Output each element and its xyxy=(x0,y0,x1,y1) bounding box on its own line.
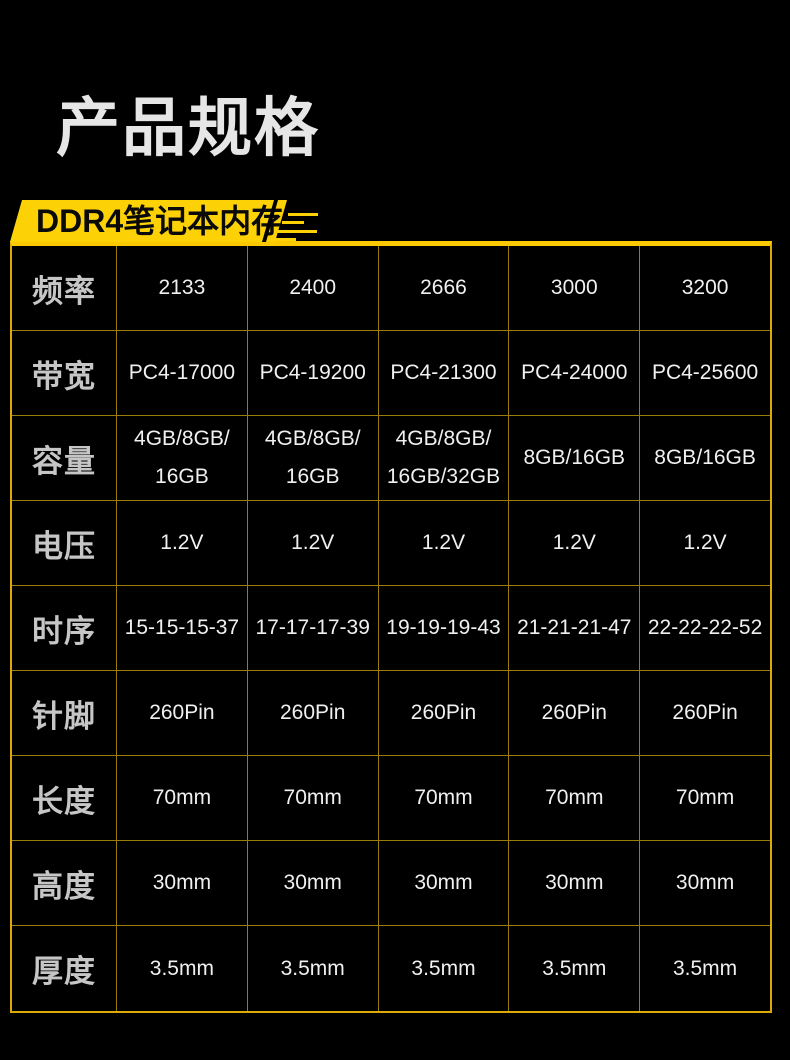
spec-cell: 15-15-15-37 xyxy=(117,586,248,670)
spec-cell: 260Pin xyxy=(672,701,738,724)
spec-cell: PC4-24000 xyxy=(509,331,641,415)
spec-cell: 260Pin xyxy=(379,671,510,755)
spec-cell: PC4-17000 xyxy=(117,331,248,415)
row-header-pins: 针脚 xyxy=(12,671,117,755)
spec-cell: 2133 xyxy=(117,246,248,330)
spec-table: 频率 2133 2400 2666 3000 3200 带宽 PC4-17000… xyxy=(10,241,772,1013)
spec-cell: 1.2V xyxy=(379,501,510,585)
spec-cell: 21-21-21-47 xyxy=(509,586,641,670)
table-row-thickness: 厚度 3.5mm 3.5mm 3.5mm 3.5mm 3.5mm xyxy=(12,926,770,1011)
spec-cell: 70mm xyxy=(509,756,641,840)
category-banner-label: DDR4笔记本内存 xyxy=(36,203,284,239)
table-row-frequency: 频率 2133 2400 2666 3000 3200 xyxy=(12,246,770,331)
spec-cell: 3.5mm xyxy=(509,926,641,1011)
table-row-timing: 时序 15-15-15-37 17-17-17-39 19-19-19-43 2… xyxy=(12,586,770,671)
spec-cell: PC4-21300 xyxy=(379,331,510,415)
row-header-frequency: 频率 xyxy=(12,246,117,330)
spec-cell: 30mm xyxy=(248,841,379,925)
spec-cell: 1.2V xyxy=(117,501,248,585)
spec-cell: 3.5mm xyxy=(248,926,379,1011)
spec-cell: 19-19-19-43 xyxy=(379,586,510,670)
speed-line-icon xyxy=(288,213,318,216)
spec-cell: 260Pin xyxy=(117,671,248,755)
row-header-length: 长度 xyxy=(12,756,117,840)
spec-cell: 1.2V xyxy=(248,501,379,585)
row-header-timing: 时序 xyxy=(12,586,117,670)
spec-cell: 3000 xyxy=(509,246,641,330)
spec-cell: 3200 xyxy=(681,276,729,299)
page-title: 产品规格 xyxy=(56,92,320,164)
spec-cell: 30mm xyxy=(117,841,248,925)
category-banner: DDR4笔记本内存 xyxy=(9,200,288,242)
spec-cell: 17-17-17-39 xyxy=(248,586,379,670)
row-header-capacity: 容量 xyxy=(12,416,117,500)
spec-cell: 4GB/8GB/ 16GB/32GB xyxy=(379,416,510,500)
row-header-thickness: 厚度 xyxy=(12,926,117,1011)
table-row-capacity: 容量 4GB/8GB/ 16GB 4GB/8GB/ 16GB 4GB/8GB/ … xyxy=(12,416,770,501)
table-row-bandwidth: 带宽 PC4-17000 PC4-19200 PC4-21300 PC4-240… xyxy=(12,331,770,416)
speed-line-icon xyxy=(277,230,317,233)
speed-line-icon xyxy=(282,221,304,224)
spec-cell: 4GB/8GB/ 16GB xyxy=(248,416,379,500)
spec-cell: 2666 xyxy=(379,246,510,330)
spec-cell: 8GB/16GB xyxy=(654,446,756,469)
spec-cell: PC4-19200 xyxy=(248,331,379,415)
spec-cell: 3.5mm xyxy=(672,956,738,980)
spec-cell: 260Pin xyxy=(248,671,379,755)
spec-cell: 70mm xyxy=(248,756,379,840)
spec-cell: 260Pin xyxy=(509,671,641,755)
spec-cell: 1.2V xyxy=(509,501,641,585)
table-row-length: 长度 70mm 70mm 70mm 70mm 70mm xyxy=(12,756,770,841)
spec-cell: PC4-25600 xyxy=(651,361,759,384)
row-header-voltage: 电压 xyxy=(12,501,117,585)
row-header-height: 高度 xyxy=(12,841,117,925)
spec-cell: 2400 xyxy=(248,246,379,330)
spec-cell: 30mm xyxy=(675,871,735,894)
row-header-bandwidth: 带宽 xyxy=(12,331,117,415)
spec-cell: 22-22-22-52 xyxy=(647,616,763,639)
spec-cell: 30mm xyxy=(509,841,641,925)
spec-cell: 70mm xyxy=(379,756,510,840)
spec-cell: 70mm xyxy=(675,786,735,809)
spec-cell: 8GB/16GB xyxy=(509,416,641,500)
table-row-voltage: 电压 1.2V 1.2V 1.2V 1.2V 1.2V xyxy=(12,501,770,586)
table-row-pins: 针脚 260Pin 260Pin 260Pin 260Pin 260Pin xyxy=(12,671,770,756)
table-row-height: 高度 30mm 30mm 30mm 30mm 30mm xyxy=(12,841,770,926)
spec-cell: 3.5mm xyxy=(379,926,510,1011)
spec-cell: 1.2V xyxy=(683,531,727,554)
spec-cell: 4GB/8GB/ 16GB xyxy=(117,416,248,500)
speed-line-icon xyxy=(274,238,296,241)
spec-cell: 30mm xyxy=(379,841,510,925)
spec-cell: 3.5mm xyxy=(117,926,248,1011)
spec-cell: 70mm xyxy=(117,756,248,840)
